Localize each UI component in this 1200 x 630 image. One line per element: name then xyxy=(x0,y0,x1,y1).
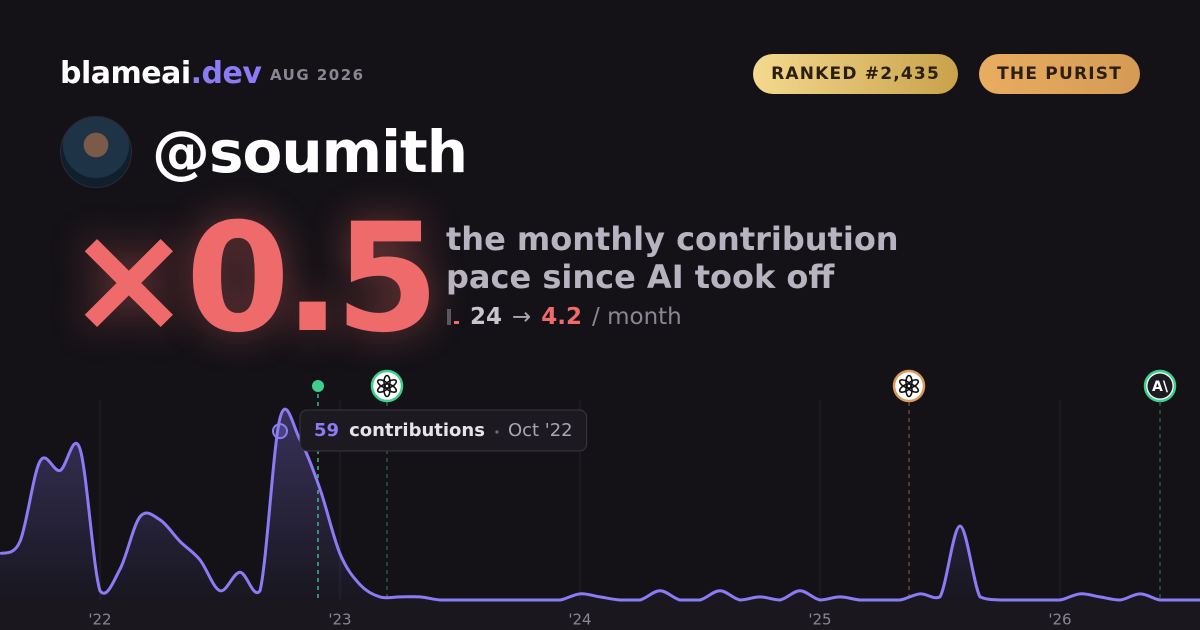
tooltip-label: contributions xyxy=(349,420,485,441)
event-dot xyxy=(312,380,324,392)
pace-unit: / month xyxy=(592,304,682,330)
persona-badge: THE PURIST xyxy=(979,54,1140,94)
brand-suffix: .dev xyxy=(190,56,262,91)
x-tick-label: '22 xyxy=(88,611,111,629)
x-tick-label: '23 xyxy=(328,611,351,629)
avatar xyxy=(60,116,132,188)
chart: '22 '23 '24 '25 '26 A\ 59 contributions Oct '22 xyxy=(0,369,1200,630)
rank-badge: RANKED #2,435 xyxy=(753,54,958,94)
x-tick-label: '24 xyxy=(568,611,591,629)
openai-glyph xyxy=(898,379,913,389)
multiplier: ×0.5 xyxy=(66,192,439,366)
description: the monthly contribution xyxy=(446,220,899,258)
tooltip-date: Oct '22 xyxy=(508,420,573,441)
brand: blameai.dev xyxy=(60,56,262,91)
x-tick-label: '26 xyxy=(1048,611,1071,629)
tooltip xyxy=(299,409,588,452)
hover-point xyxy=(272,423,288,440)
handle: @soumith xyxy=(152,118,468,186)
date: AUG 2026 xyxy=(270,66,365,84)
pace-icon xyxy=(447,309,459,325)
x-tick-label: '25 xyxy=(808,611,831,629)
tooltip-value: 59 xyxy=(314,420,339,441)
pace-before: 24 xyxy=(470,304,503,330)
line xyxy=(0,407,1200,602)
tooltip-sep xyxy=(495,430,499,434)
x-axis-band xyxy=(0,600,1200,630)
event-icon xyxy=(892,369,926,403)
brand-name: blameai xyxy=(60,56,191,91)
pace: 24 → 4.2 / month xyxy=(446,304,682,330)
description: pace since AI took off xyxy=(446,258,835,296)
anthropic-glyph: A\ xyxy=(1152,379,1169,395)
pace-arrow: → xyxy=(512,304,532,330)
area-fill xyxy=(0,409,1200,600)
pace-after: 4.2 xyxy=(541,304,583,330)
event-icon xyxy=(370,369,404,403)
openai-glyph xyxy=(376,379,391,389)
anthropic-bg xyxy=(1147,373,1173,399)
